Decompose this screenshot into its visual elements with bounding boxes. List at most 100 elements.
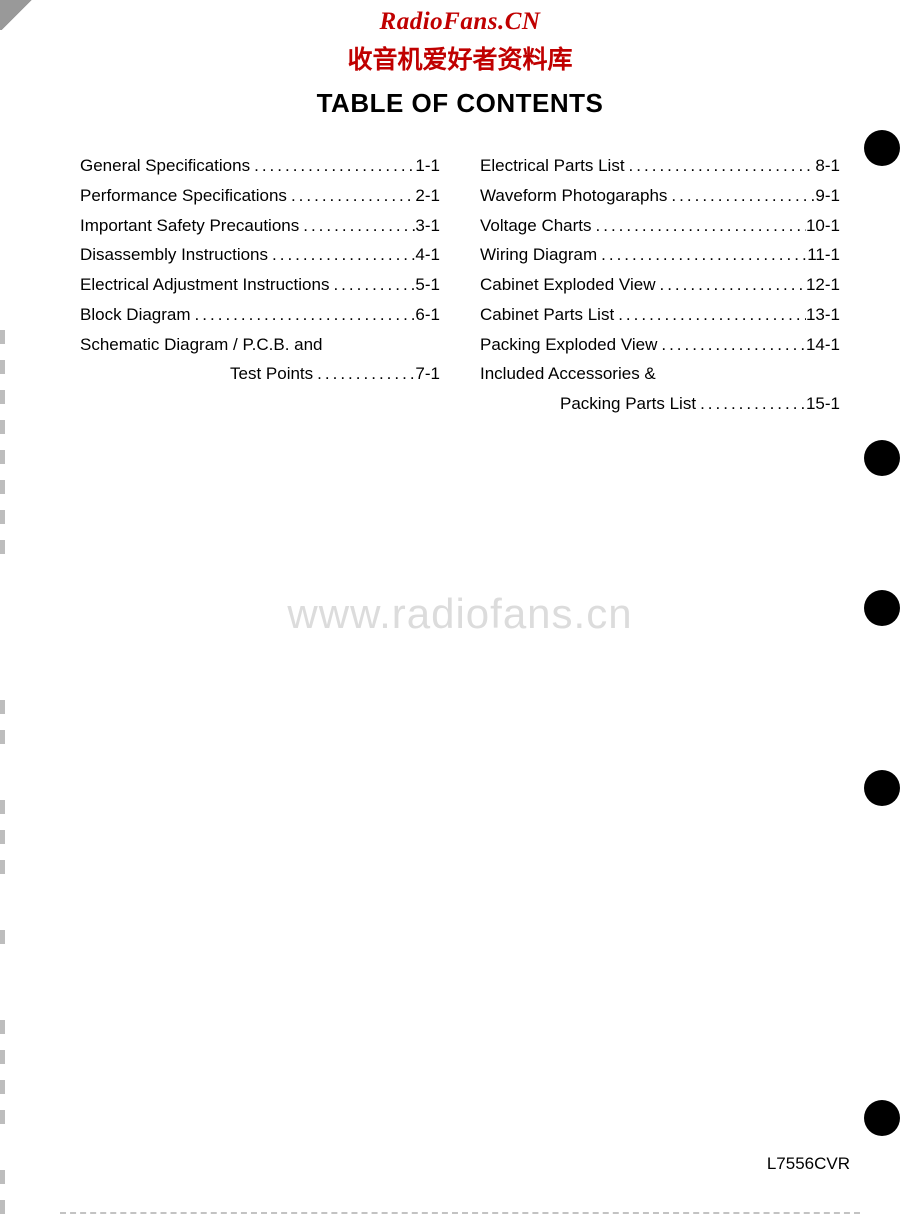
toc-column-right: Electrical Parts List8-1Waveform Photoga… (480, 151, 840, 419)
scan-tick (0, 930, 5, 944)
toc-entry-page: 12-1 (806, 270, 840, 300)
toc-entry-label: Packing Exploded View (480, 330, 657, 360)
scan-tick (0, 480, 5, 494)
scan-tick (0, 390, 5, 404)
toc-leader-dots (696, 389, 806, 419)
toc-leader-dots (597, 240, 807, 270)
toc-entry-page: 9-1 (815, 181, 840, 211)
scan-tick (0, 860, 5, 874)
toc-entry: General Specifications 1-1 (80, 151, 440, 181)
site-subtitle: 收音机爱好者资料库 (0, 40, 920, 76)
toc-entry-page: 1-1 (415, 151, 440, 181)
toc-container: General Specifications1-1Performance Spe… (0, 151, 920, 419)
toc-column-left: General Specifications1-1Performance Spe… (80, 151, 440, 419)
site-title: RadioFans.CN (0, 8, 920, 36)
scan-tick (0, 1050, 5, 1064)
toc-entry-page: 15-1 (806, 389, 840, 419)
toc-entry: Schematic Diagram / P.C.B. and (80, 330, 440, 360)
scan-tick (0, 800, 5, 814)
toc-entry: Important Safety Precautions 3-1 (80, 211, 440, 241)
page-header: RadioFans.CN 收音机爱好者资料库 TABLE OF CONTENTS (0, 8, 920, 119)
toc-leader-dots (287, 181, 415, 211)
scan-tick (0, 330, 5, 344)
footer-model-code: L7556CVR (767, 1154, 850, 1174)
scan-tick (0, 1080, 5, 1094)
toc-entry-label: Voltage Charts (480, 211, 592, 241)
toc-entry: Included Accessories & (480, 359, 840, 389)
toc-entry: Cabinet Exploded View 12-1 (480, 270, 840, 300)
toc-entry-page: 2-1 (415, 181, 440, 211)
scan-tick (0, 700, 5, 714)
toc-entry-sub: Packing Parts List 15-1 (480, 389, 840, 419)
toc-entry-page: 6-1 (415, 300, 440, 330)
toc-entry: Electrical Adjustment Instructions 5-1 (80, 270, 440, 300)
toc-leader-dots (625, 151, 816, 181)
toc-entry-label: Block Diagram (80, 300, 191, 330)
binder-hole (864, 1100, 900, 1136)
toc-entry-label: Packing Parts List (560, 389, 696, 419)
scan-bottom-edge (60, 1212, 860, 1214)
scan-tick (0, 830, 5, 844)
toc-leader-dots (313, 359, 415, 389)
toc-entry-label: Disassembly Instructions (80, 240, 268, 270)
toc-entry-page: 14-1 (806, 330, 840, 360)
toc-entry-page: 10-1 (806, 211, 840, 241)
toc-entry-page: 11-1 (807, 240, 840, 270)
toc-leader-dots (592, 211, 806, 241)
toc-entry-sub: Test Points 7-1 (80, 359, 440, 389)
binder-hole (864, 440, 900, 476)
toc-leader-dots (655, 270, 805, 300)
scan-tick (0, 450, 5, 464)
toc-entry: Packing Exploded View 14-1 (480, 330, 840, 360)
scan-tick (0, 510, 5, 524)
scan-tick (0, 1020, 5, 1034)
toc-entry-label: General Specifications (80, 151, 250, 181)
toc-entry: Cabinet Parts List 13-1 (480, 300, 840, 330)
toc-entry-page: 4-1 (415, 240, 440, 270)
binder-hole (864, 130, 900, 166)
toc-leader-dots (250, 151, 415, 181)
toc-leader-dots (657, 330, 806, 360)
toc-entry-label: Cabinet Exploded View (480, 270, 655, 300)
toc-leader-dots (299, 211, 415, 241)
toc-leader-dots (614, 300, 806, 330)
toc-entry-label: Electrical Adjustment Instructions (80, 270, 329, 300)
scan-tick (0, 730, 5, 744)
watermark-text: www.radiofans.cn (0, 590, 920, 638)
toc-entry-label: Important Safety Precautions (80, 211, 299, 241)
toc-entry-page: 3-1 (415, 211, 440, 241)
scan-tick (0, 1110, 5, 1124)
toc-entry-page: 8-1 (815, 151, 840, 181)
binder-hole (864, 590, 900, 626)
toc-entry-label: Test Points (230, 359, 313, 389)
toc-entry: Waveform Photogaraphs 9-1 (480, 181, 840, 211)
scan-edge-marks (0, 160, 8, 1182)
toc-entry-label: Performance Specifications (80, 181, 287, 211)
toc-leader-dots (268, 240, 415, 270)
toc-entry-page: 7-1 (415, 359, 440, 389)
toc-entry: Block Diagram 6-1 (80, 300, 440, 330)
scan-corner-mark (0, 0, 50, 30)
toc-entry: Disassembly Instructions 4-1 (80, 240, 440, 270)
toc-leader-dots (191, 300, 416, 330)
toc-entry-page: 5-1 (415, 270, 440, 300)
toc-entry: Electrical Parts List 8-1 (480, 151, 840, 181)
scan-tick (0, 1200, 5, 1214)
scan-tick (0, 420, 5, 434)
toc-entry: Wiring Diagram 11-1 (480, 240, 840, 270)
scan-tick (0, 360, 5, 374)
scan-tick (0, 540, 5, 554)
toc-entry-label: Waveform Photogaraphs (480, 181, 667, 211)
toc-entry-label: Wiring Diagram (480, 240, 597, 270)
toc-entry: Voltage Charts 10-1 (480, 211, 840, 241)
toc-entry-label: Cabinet Parts List (480, 300, 614, 330)
toc-leader-dots (667, 181, 815, 211)
document-page: RadioFans.CN 收音机爱好者资料库 TABLE OF CONTENTS… (0, 0, 920, 1222)
toc-entry-page: 13-1 (806, 300, 840, 330)
toc-heading: TABLE OF CONTENTS (0, 88, 920, 119)
toc-entry: Performance Specifications 2-1 (80, 181, 440, 211)
binder-hole (864, 770, 900, 806)
toc-leader-dots (329, 270, 415, 300)
toc-entry-label: Electrical Parts List (480, 151, 625, 181)
scan-tick (0, 1170, 5, 1184)
